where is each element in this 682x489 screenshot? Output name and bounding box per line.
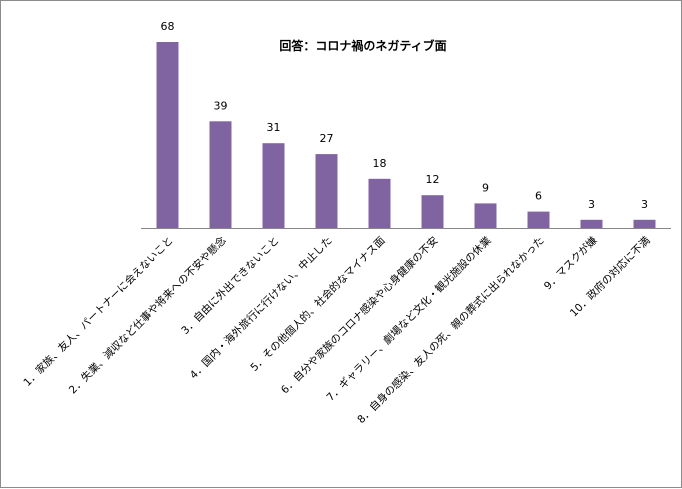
bars-group <box>156 42 656 228</box>
value-label-9: 3 <box>588 198 595 211</box>
value-label-2: 39 <box>214 99 228 112</box>
value-label-8: 6 <box>535 190 542 203</box>
category-label-9: 9．マスクが嫌 <box>541 234 600 293</box>
bar-7 <box>474 203 497 228</box>
category-labels-group: 1．家族、友人、パートナーに会えないこと2．失業、減収など仕事や将来への不安や懸… <box>21 234 653 426</box>
bar-2 <box>209 121 232 228</box>
category-label-3: 3．自由に外出できないこと <box>179 234 282 337</box>
value-labels-group: 68 39 31 27 18 12 9 6 3 3 <box>161 20 649 211</box>
bar-10 <box>633 219 656 228</box>
chart-title: 回答：コロナ禍のネガティブ面 <box>279 38 446 53</box>
bar-1 <box>156 42 179 228</box>
bar-6 <box>421 195 444 228</box>
bar-9 <box>580 219 603 228</box>
value-label-1: 68 <box>161 20 175 33</box>
bar-4 <box>315 154 338 228</box>
category-label-8: 8．自身の感染、友人の死、親の葬式に出られなかった <box>355 234 547 426</box>
value-label-4: 27 <box>320 132 334 145</box>
bar-3 <box>262 143 285 228</box>
value-label-5: 18 <box>373 157 387 170</box>
bar-5 <box>368 178 391 228</box>
value-label-3: 31 <box>267 121 281 134</box>
value-label-6: 12 <box>426 173 440 186</box>
value-label-10: 3 <box>641 198 648 211</box>
bar-8 <box>527 211 550 228</box>
value-label-7: 9 <box>482 181 489 194</box>
